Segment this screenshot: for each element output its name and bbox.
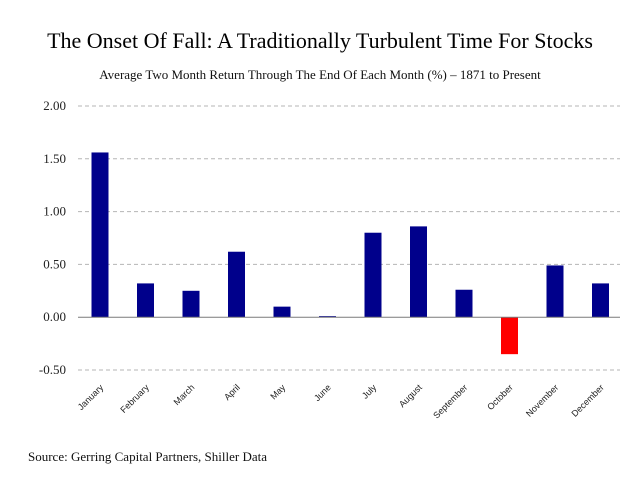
x-tick-label: June xyxy=(312,382,333,403)
x-tick-label: May xyxy=(268,382,287,401)
x-tick-label: December xyxy=(569,382,605,418)
bar-december xyxy=(592,283,609,318)
bar-october xyxy=(501,317,518,355)
bar-april xyxy=(228,251,245,318)
bar-march xyxy=(182,290,200,318)
y-tick-label: 1.50 xyxy=(43,151,66,166)
x-tick-label: July xyxy=(360,382,379,401)
x-tick-label: February xyxy=(118,382,151,415)
chart-title: The Onset Of Fall: A Traditionally Turbu… xyxy=(47,28,593,53)
bar-august xyxy=(410,226,427,318)
y-tick-label: 0.00 xyxy=(43,309,66,324)
x-tick-label: September xyxy=(431,382,469,420)
y-tick-label: -0.50 xyxy=(39,362,66,377)
y-tick-label: 0.50 xyxy=(43,256,66,271)
x-tick-label: August xyxy=(397,382,424,409)
source-note: Source: Gerring Capital Partners, Shille… xyxy=(28,449,267,464)
x-tick-label: November xyxy=(524,382,560,418)
bar-january xyxy=(91,152,109,318)
bar-july xyxy=(364,232,382,318)
y-tick-label: 2.00 xyxy=(43,98,66,113)
bar-september xyxy=(455,289,473,318)
bar-may xyxy=(273,306,291,318)
chart-subtitle: Average Two Month Return Through The End… xyxy=(99,67,541,82)
bar-november xyxy=(546,265,564,318)
y-tick-label: 1.00 xyxy=(43,204,66,219)
x-tick-label: April xyxy=(222,382,242,402)
x-tick-label: January xyxy=(76,382,106,412)
x-tick-label: October xyxy=(485,382,515,412)
bar-february xyxy=(137,283,154,318)
x-tick-label: March xyxy=(172,382,197,407)
bar-june xyxy=(319,316,336,318)
